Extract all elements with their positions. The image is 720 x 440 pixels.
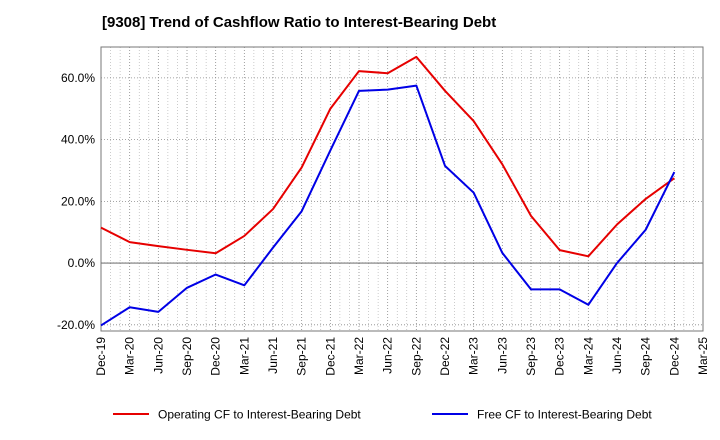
x-tick-label: Dec-22 (438, 337, 452, 376)
x-tick-label: Dec-19 (94, 337, 108, 376)
plot-border (100, 46, 704, 332)
x-tick-label: Jun-24 (610, 337, 624, 374)
x-tick-label: Dec-23 (553, 337, 567, 376)
x-tick-label: Sep-20 (180, 337, 194, 376)
legend-label-operating-cf: Operating CF to Interest-Bearing Debt (158, 408, 361, 422)
x-tick-label: Mar-25 (696, 337, 710, 375)
x-tick-label: Mar-24 (581, 337, 595, 375)
x-tick-label: Sep-24 (639, 337, 653, 376)
x-tick-label: Sep-21 (295, 337, 309, 376)
x-tick-label: Mar-23 (467, 337, 481, 375)
legend-label-free-cf: Free CF to Interest-Bearing Debt (477, 408, 652, 422)
x-tick-label: Jun-20 (151, 337, 165, 374)
x-tick-label: Dec-24 (667, 337, 681, 376)
x-tick-label: Mar-20 (123, 337, 137, 375)
x-tick-label: Jun-23 (495, 337, 509, 374)
y-tick-label: 60.0% (61, 71, 95, 85)
x-tick-label: Dec-21 (323, 337, 337, 376)
x-tick-label: Jun-21 (266, 337, 280, 374)
x-tick-label: Mar-22 (352, 337, 366, 375)
x-tick-label: Dec-20 (209, 337, 223, 376)
y-tick-label: -20.0% (57, 318, 95, 332)
y-tick-label: 40.0% (61, 133, 95, 147)
series-line-operating-cf (100, 55, 675, 258)
x-tick-label: Mar-21 (237, 337, 251, 375)
chart-title: [9308] Trend of Cashflow Ratio to Intere… (102, 14, 497, 31)
x-tick-label: Jun-22 (381, 337, 395, 374)
x-tick-label: Sep-23 (524, 337, 538, 376)
plot-area (101, 47, 703, 331)
y-tick-label: 20.0% (61, 194, 95, 208)
y-tick-label: 0.0% (68, 256, 96, 270)
series-line-free-cf (100, 84, 676, 327)
x-tick-label: Sep-22 (409, 337, 423, 376)
